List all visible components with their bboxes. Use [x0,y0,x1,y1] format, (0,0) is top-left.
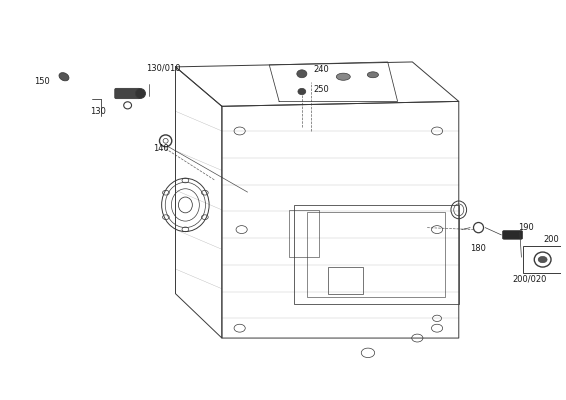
Text: 200: 200 [544,235,559,244]
Text: 240: 240 [314,65,329,74]
Text: 150: 150 [35,77,50,86]
Text: 130: 130 [89,107,105,116]
Bar [294,205,459,304]
Ellipse shape [59,73,69,81]
Text: 200/020: 200/020 [512,274,546,283]
Ellipse shape [336,73,350,80]
Text: 190: 190 [518,223,534,232]
Text: 250: 250 [314,85,329,94]
Circle shape [538,256,547,263]
FancyBboxPatch shape [503,230,522,239]
Bar [523,246,561,273]
Ellipse shape [297,70,307,78]
FancyBboxPatch shape [115,88,140,99]
Text: 130/010: 130/010 [146,63,181,72]
Bar [307,212,445,297]
Ellipse shape [298,88,306,95]
Text: 140: 140 [153,144,169,153]
Ellipse shape [135,88,145,98]
Bar [328,267,363,294]
Ellipse shape [367,72,379,78]
Bar [289,210,319,257]
Text: 180: 180 [470,244,486,253]
